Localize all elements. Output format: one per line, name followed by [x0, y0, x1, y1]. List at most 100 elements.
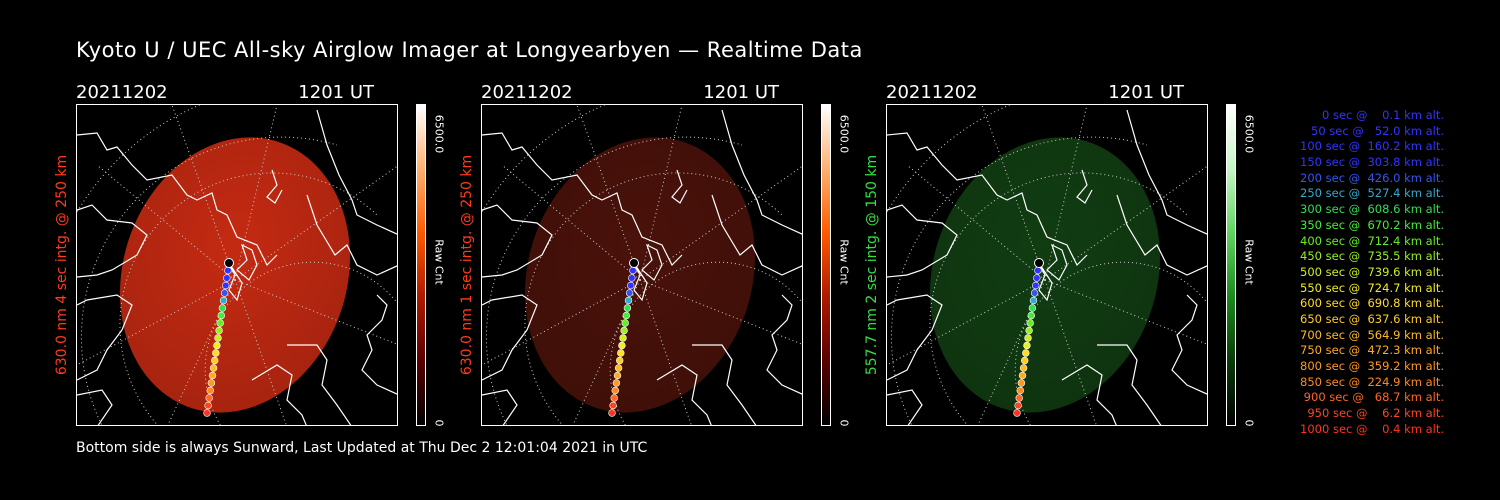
coastline — [711, 194, 802, 276]
grid-line — [639, 279, 802, 345]
trajectory-point — [1033, 274, 1041, 282]
trajectory-point — [224, 266, 232, 275]
grid-line — [929, 172, 1188, 425]
panel-date: 20211202 — [76, 82, 168, 103]
trajectory-point — [205, 394, 213, 402]
grid-line — [80, 136, 338, 425]
trajectory-point — [1026, 319, 1034, 327]
trajectory-point — [1016, 386, 1025, 395]
coastline — [1097, 344, 1162, 425]
grid-line — [171, 105, 236, 281]
coastline — [641, 243, 663, 281]
trajectory-point — [1015, 394, 1023, 402]
coastline — [226, 259, 243, 302]
trajectory-point — [620, 326, 628, 335]
coastline — [1076, 169, 1093, 204]
trajectory-point — [618, 341, 626, 350]
trajectory-start-marker — [224, 258, 234, 268]
coastline — [1046, 243, 1068, 281]
colorbar-min-label: 0 — [837, 419, 851, 427]
trajectory-legend-row: 1000 sec @ 0.4 km alt. — [1300, 421, 1444, 436]
trajectory-point — [614, 364, 623, 372]
trajectory-point — [621, 319, 629, 327]
trajectory-point — [207, 379, 216, 387]
trajectory-point — [214, 334, 222, 342]
trajectory-legend-row: 750 sec @ 472.3 km alt. — [1296, 343, 1444, 358]
trajectory-point — [1028, 304, 1037, 312]
trajectory-point — [220, 289, 229, 297]
panel-time: 1201 UT — [703, 82, 779, 103]
trajectory-point — [617, 349, 625, 357]
coastline — [236, 243, 258, 281]
grid-line — [485, 136, 743, 425]
trajectory-start-marker — [629, 258, 639, 268]
coastline — [316, 109, 397, 235]
trajectory-legend-row: 850 sec @ 224.9 km alt. — [1296, 374, 1444, 389]
colorbar-max-label: 6500.0 — [837, 114, 851, 154]
airglow-field — [120, 137, 350, 413]
trajectory-point — [1032, 281, 1040, 290]
coastline — [887, 294, 943, 381]
coastline — [77, 294, 133, 381]
trajectory-legend-row: 550 sec @ 724.7 km alt. — [1296, 280, 1444, 295]
colorbar-min-label: 0 — [1242, 419, 1256, 427]
trajectory-point — [628, 274, 636, 282]
trajectory-point — [1034, 266, 1042, 275]
trajectory-point — [1029, 296, 1038, 305]
trajectory-legend-row: 350 sec @ 670.2 km alt. — [1296, 217, 1444, 232]
coastline — [482, 294, 538, 381]
trajectory-point — [223, 274, 231, 282]
coastline — [1171, 294, 1207, 395]
allsky-image — [886, 104, 1208, 426]
trajectory-point — [1018, 371, 1027, 380]
grid-line — [576, 105, 641, 281]
coastline — [251, 364, 307, 425]
trajectory-legend-row: 200 sec @ 426.0 km alt. — [1296, 170, 1444, 185]
coastline — [671, 169, 688, 204]
imager-panel-1: 20211202 1201 UT 6500.0 Raw Cnt 0 — [76, 82, 454, 432]
imager-panel-3: 20211202 1201 UT 6500.0 Raw Cnt 0 — [886, 82, 1264, 432]
trajectory-legend-row: 250 sec @ 527.4 km alt. — [1296, 186, 1444, 201]
page-title: Kyoto U / UEC All-sky Airglow Imager at … — [76, 38, 863, 62]
trajectory-legend: 0 sec @ 0.1 km alt. 50 sec @ 52.0 km alt… — [1262, 108, 1444, 437]
panel-date: 20211202 — [481, 82, 573, 103]
trajectory-point — [215, 326, 223, 335]
trajectory-legend-row: 800 sec @ 359.2 km alt. — [1296, 359, 1444, 373]
colorbar-max-label: 6500.0 — [432, 114, 446, 154]
trajectory-point — [212, 349, 220, 357]
trajectory-start-marker — [1034, 258, 1044, 268]
trajectory-point — [208, 371, 217, 380]
coastline — [1116, 194, 1207, 276]
coastline — [887, 132, 1088, 267]
trajectory-point — [218, 304, 227, 312]
trajectory-point — [216, 319, 224, 327]
trajectory-point — [627, 281, 635, 290]
coastline — [77, 204, 148, 278]
trajectory-legend-row: 50 sec @ 52.0 km alt. — [1303, 123, 1444, 138]
airglow-field — [930, 137, 1160, 413]
trajectory-point — [206, 386, 215, 395]
grid-line — [890, 136, 1148, 425]
allsky-image — [481, 104, 803, 426]
airglow-field — [525, 137, 755, 413]
trajectory-point — [1019, 364, 1028, 372]
trajectory-legend-row: 900 sec @ 68.7 km alt. — [1300, 390, 1444, 405]
trajectory-legend-row: 100 sec @ 160.2 km alt. — [1296, 139, 1444, 154]
colorbar — [821, 104, 831, 426]
colorbar-min-label: 0 — [432, 419, 446, 427]
trajectory-point — [1017, 379, 1026, 387]
trajectory-point — [622, 311, 631, 320]
imager-panel-2: 20211202 1201 UT 6500.0 Raw Cnt 0 — [481, 82, 859, 432]
trajectory-point — [1024, 334, 1032, 342]
grid-line — [234, 279, 397, 345]
panel-time: 1201 UT — [1108, 82, 1184, 103]
trajectory-point — [217, 311, 226, 320]
trajectory-legend-row: 300 sec @ 608.6 km alt. — [1296, 202, 1444, 217]
trajectory-point — [623, 304, 632, 312]
coastline — [306, 194, 397, 276]
grid-line — [981, 105, 1046, 281]
trajectory-legend-row: 700 sec @ 564.9 km alt. — [1296, 327, 1444, 342]
panel-date: 20211202 — [886, 82, 978, 103]
trajectory-point — [616, 356, 624, 365]
trajectory-point — [1014, 401, 1022, 410]
